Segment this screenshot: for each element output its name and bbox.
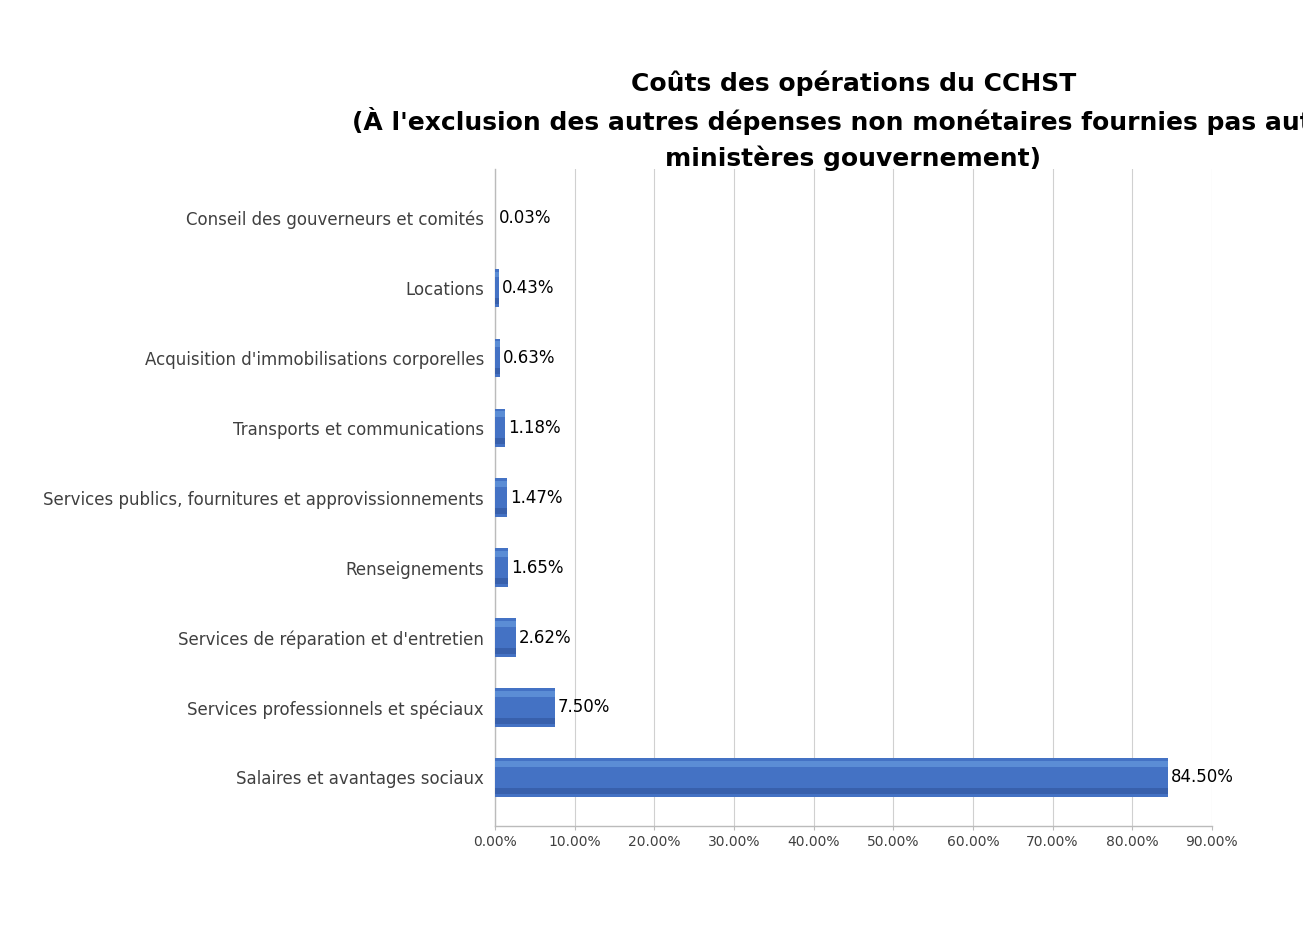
Bar bbox=[495, 548, 508, 587]
Bar bbox=[495, 339, 500, 377]
Text: 1.65%: 1.65% bbox=[512, 559, 564, 577]
Text: 7.50%: 7.50% bbox=[558, 699, 610, 716]
Bar bbox=[495, 479, 507, 516]
Text: Coûts des opérations du CCHST
(À l'exclusion des autres dépenses non monétaires : Coûts des opérations du CCHST (À l'exclu… bbox=[352, 70, 1303, 171]
Text: 1.18%: 1.18% bbox=[508, 419, 560, 437]
Bar bbox=[495, 482, 507, 487]
Bar bbox=[495, 578, 508, 584]
Bar bbox=[495, 718, 555, 724]
Bar bbox=[495, 342, 500, 347]
Text: 0.63%: 0.63% bbox=[503, 348, 556, 367]
Text: 1.47%: 1.47% bbox=[509, 488, 563, 507]
Bar bbox=[495, 688, 555, 727]
Text: 0.43%: 0.43% bbox=[502, 279, 554, 297]
Bar bbox=[495, 691, 555, 697]
Text: 0.03%: 0.03% bbox=[499, 209, 551, 227]
Bar bbox=[495, 299, 499, 304]
Bar bbox=[495, 271, 499, 277]
Bar bbox=[495, 269, 499, 307]
Text: 2.62%: 2.62% bbox=[519, 628, 572, 647]
Text: 84.50%: 84.50% bbox=[1171, 768, 1234, 786]
Bar bbox=[495, 408, 504, 447]
Bar bbox=[495, 648, 516, 654]
Bar bbox=[495, 368, 500, 374]
Bar bbox=[495, 551, 508, 557]
Bar bbox=[495, 411, 504, 417]
Bar bbox=[495, 761, 1167, 767]
Bar bbox=[495, 439, 504, 444]
Bar bbox=[495, 618, 516, 656]
Bar bbox=[495, 508, 507, 514]
Bar bbox=[495, 758, 1167, 796]
Bar bbox=[495, 622, 516, 627]
Bar bbox=[495, 788, 1167, 793]
